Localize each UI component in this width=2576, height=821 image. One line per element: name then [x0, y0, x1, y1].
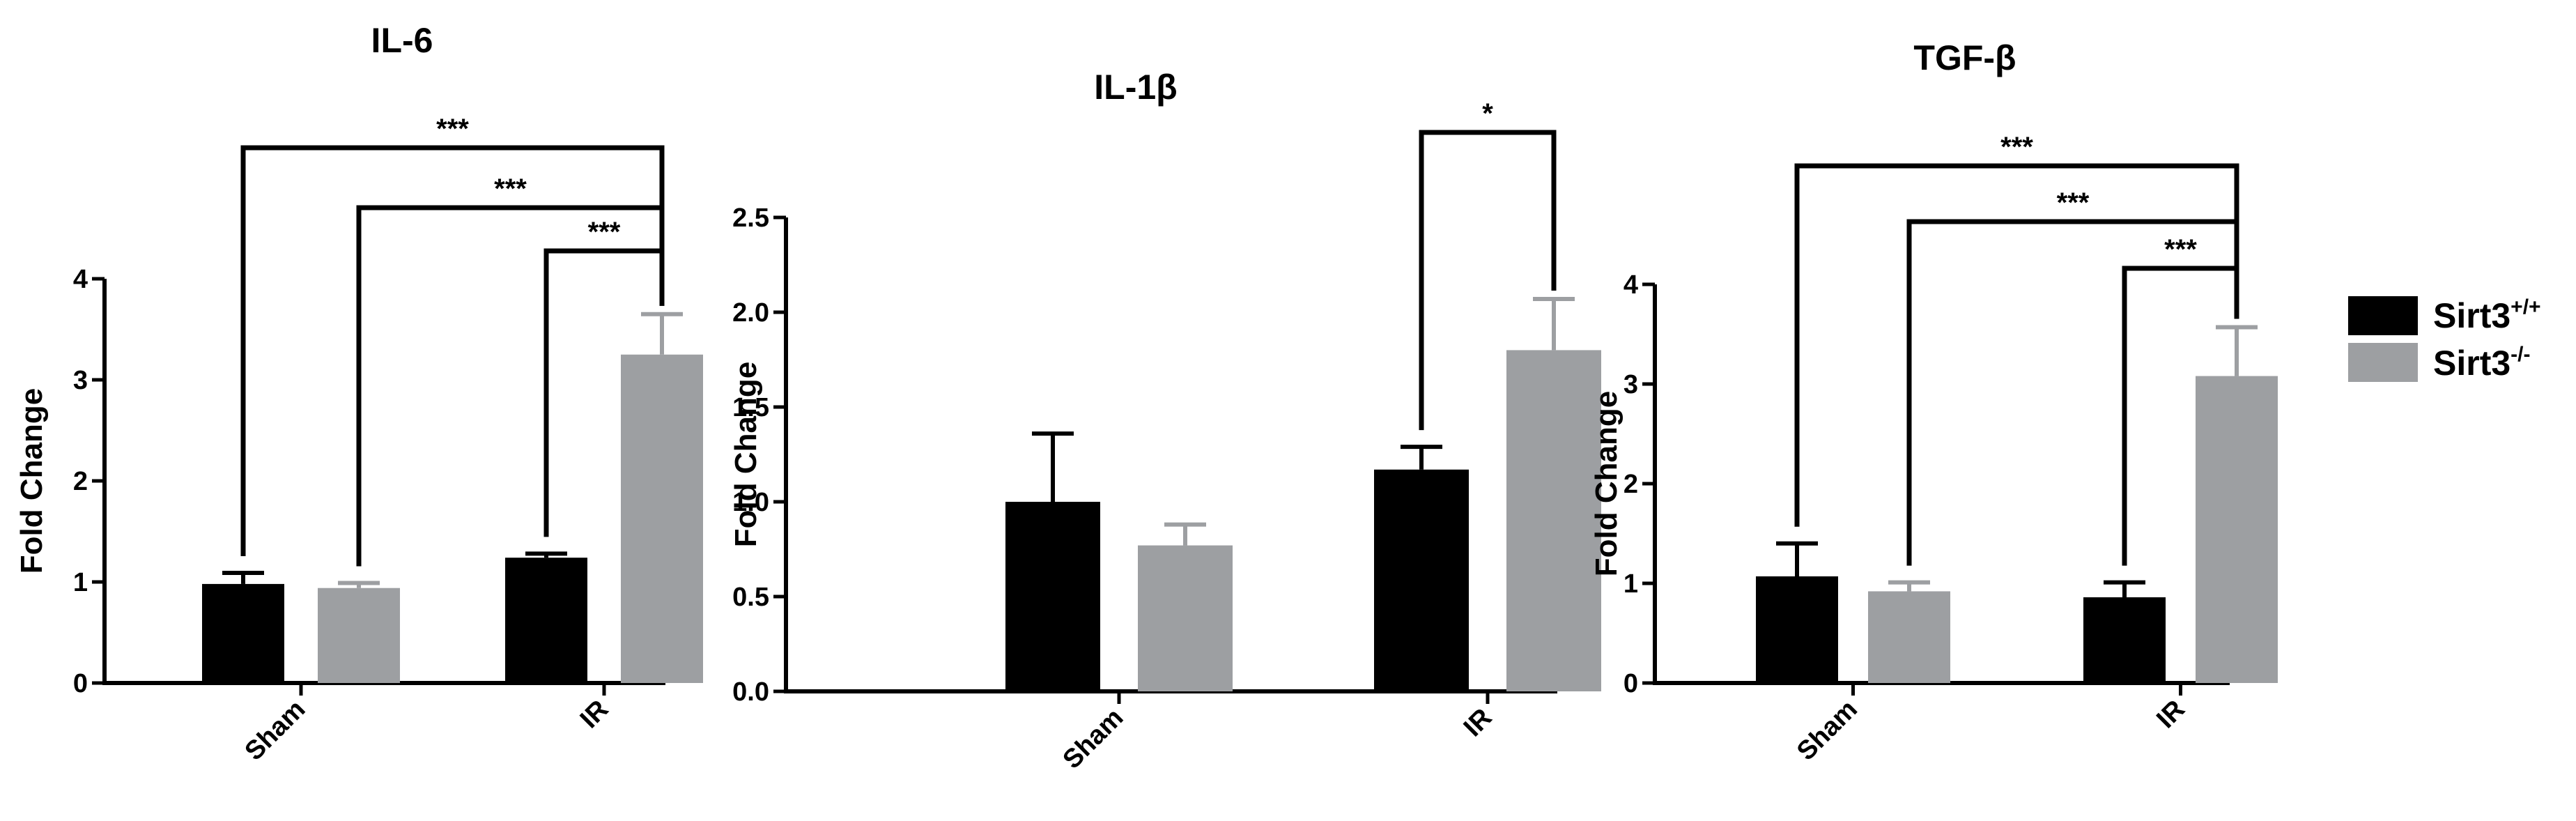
- significance-label: ***: [2000, 132, 2033, 162]
- y-axis-label: Fold Change: [1589, 391, 1624, 576]
- significance-label: ***: [588, 217, 621, 247]
- y-tick-label: 1: [73, 568, 88, 597]
- y-tick-label: 2.5: [732, 204, 769, 233]
- y-tick-label: 2: [73, 467, 88, 496]
- chart-panel-tgfb: TGF-β Fold Change 0 1 2 3 4 Sham IR *** *** ***: [1589, 38, 2278, 767]
- y-axis-label: Fold Change: [729, 362, 763, 547]
- bar-ir-wildtype: [505, 558, 587, 683]
- chart-title: IL-1β: [1094, 68, 1177, 107]
- significance-label: ***: [436, 114, 469, 144]
- y-tick-label: 0: [1624, 669, 1638, 698]
- x-tick-label: IR: [575, 695, 615, 735]
- legend-label-wildtype: Sirt3+/+: [2433, 296, 2541, 335]
- bar-ir-wildtype: [2083, 597, 2166, 683]
- significance-label: ***: [494, 174, 527, 204]
- significance-bracket: [356, 205, 665, 567]
- chart-title: IL-6: [371, 21, 433, 60]
- y-tick-label: 4: [73, 265, 88, 294]
- bar-sham-wildtype: [1005, 502, 1100, 691]
- significance-bracket: [543, 248, 665, 537]
- y-tick-label: 1.0: [732, 488, 769, 517]
- y-tick-label: 1: [1624, 569, 1638, 599]
- y-tick-label: 0: [73, 669, 88, 698]
- y-axis-label: Fold Change: [15, 388, 49, 574]
- legend-label-knockout: Sirt3-/-: [2433, 343, 2531, 383]
- y-tick-label: 4: [1624, 270, 1638, 300]
- y-tick-label: 1.5: [732, 393, 769, 422]
- bar-sham-wildtype: [202, 583, 284, 683]
- bar-sham-wildtype: [1756, 576, 1838, 683]
- bar-ir-knockout: [2196, 376, 2278, 683]
- significance-bracket: [1906, 219, 2239, 566]
- x-tick-label: IR: [2151, 695, 2191, 735]
- significance-label: ***: [2057, 187, 2090, 218]
- legend-swatch-wildtype: [2348, 296, 2418, 335]
- bar-sham-knockout: [1868, 591, 1950, 683]
- x-tick-label: Sham: [239, 695, 311, 767]
- x-tick-label: IR: [1458, 703, 1498, 743]
- y-tick-label: 0.5: [732, 583, 769, 612]
- bar-ir-wildtype: [1374, 469, 1469, 691]
- legend: Sirt3+/+ Sirt3-/-: [2348, 296, 2541, 383]
- bar-sham-knockout: [318, 588, 400, 683]
- chart-panel-il1b: IL-1β Fold Change 0.0 0.5 1.0 1.5 2.0 2.5 Sham IR…: [729, 68, 1601, 775]
- y-tick-label: 2: [1624, 470, 1638, 499]
- chart-panel-il6: IL-6 Fold Change 0 1 2 3 4 Sham IR *** *** ***: [15, 21, 703, 767]
- y-tick-label: 2.0: [732, 298, 769, 328]
- chart-title: TGF-β: [1913, 38, 2016, 77]
- legend-swatch-knockout: [2348, 343, 2418, 382]
- bar-sham-knockout: [1138, 545, 1233, 691]
- significance-label: ***: [2164, 234, 2197, 265]
- y-tick-label: 0.0: [732, 677, 769, 707]
- y-tick-label: 3: [1624, 370, 1638, 399]
- x-tick-label: Sham: [1057, 703, 1129, 775]
- significance-bracket: [2122, 266, 2239, 566]
- y-tick-label: 3: [73, 366, 88, 395]
- bar-ir-knockout: [1506, 350, 1601, 691]
- significance-label: *: [1482, 98, 1493, 129]
- significance-bracket: [1419, 130, 1557, 431]
- bar-ir-knockout: [621, 354, 703, 683]
- x-tick-label: Sham: [1791, 695, 1863, 767]
